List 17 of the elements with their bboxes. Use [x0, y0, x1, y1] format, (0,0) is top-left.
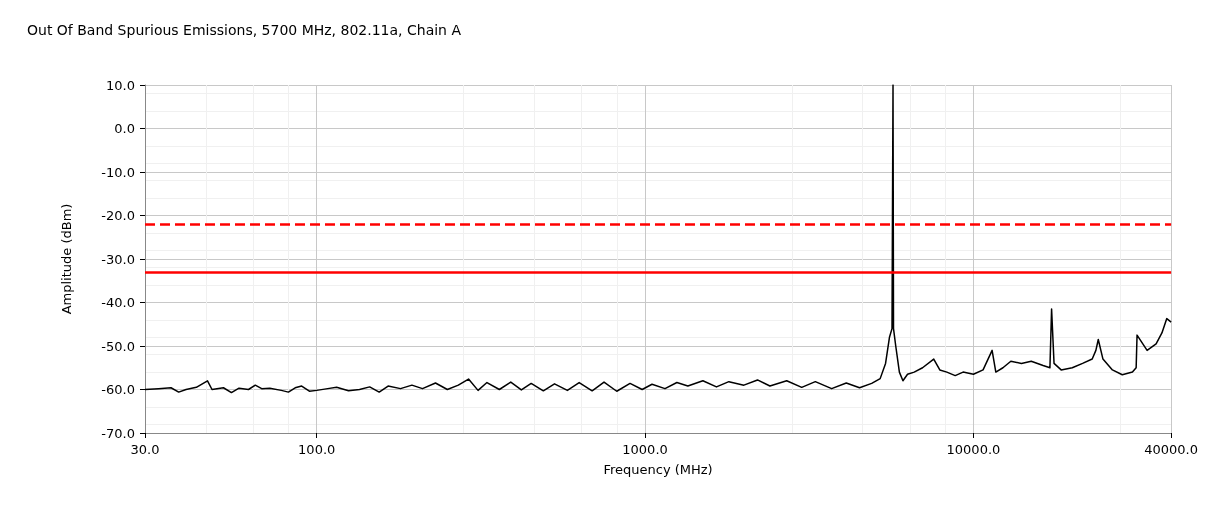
- y-tick-label: -50.0: [101, 338, 135, 354]
- x-tick-label: 30.0: [130, 442, 160, 457]
- chart-title: Out Of Band Spurious Emissions, 5700 MHz, 802.11a, Chain A: [27, 22, 462, 38]
- y-axis-title: Amplitude (dBm): [59, 203, 74, 315]
- y-tick-label: -60.0: [101, 382, 135, 397]
- y-tick-label: -30.0: [101, 251, 135, 267]
- y-tick-label: -10.0: [101, 164, 135, 180]
- y-tick-label: 10.0: [106, 77, 135, 93]
- y-tick-label: -70.0: [101, 425, 135, 441]
- x-tick-label: 100.0: [298, 442, 336, 457]
- y-tick-label: -20.0: [101, 208, 135, 223]
- x-tick-label: 10000.0: [946, 442, 1001, 457]
- x-tick-label: 40000.0: [1144, 442, 1198, 457]
- x-tick-label: 1000.0: [622, 442, 668, 457]
- y-tick-label: -40.0: [101, 295, 135, 310]
- x-axis-title: Frequency (MHz): [603, 462, 713, 477]
- y-tick-label: 0.0: [114, 121, 135, 136]
